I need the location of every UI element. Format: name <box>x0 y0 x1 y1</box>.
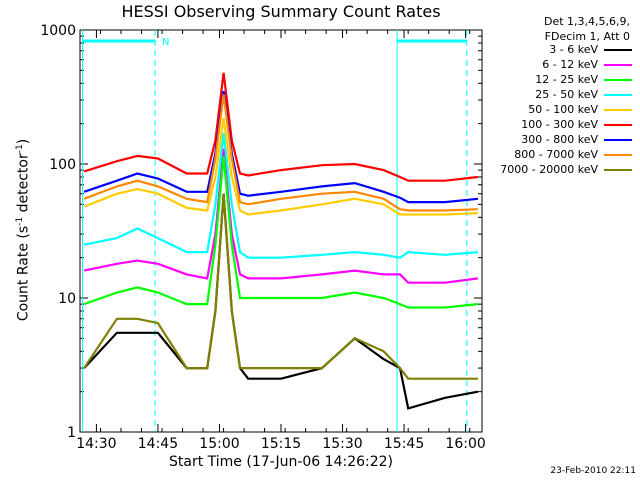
series-line <box>83 117 478 216</box>
legend-swatch <box>604 79 632 81</box>
legend-label: 6 - 12 keV <box>542 58 598 71</box>
y-axis-title: Count Rate (s-1 detector-1) <box>15 135 32 325</box>
x-axis-title: Start Time (17-Jun-06 14:26:22) <box>169 454 393 470</box>
series-line <box>83 132 478 259</box>
y-axis-title-sup2: -1 <box>15 144 25 154</box>
night-annotation: N <box>162 37 169 48</box>
series-line <box>83 72 479 182</box>
x-tick-label: 14:30 <box>76 436 116 452</box>
x-tick-label: 16:00 <box>445 436 485 452</box>
legend-swatch <box>604 109 632 111</box>
legend-item: 800 - 7000 keV <box>514 148 632 162</box>
legend-label: 3 - 6 keV <box>549 43 598 56</box>
series-line <box>83 148 479 284</box>
series-line <box>83 90 479 204</box>
legend-label: 7000 - 20000 keV <box>500 163 598 176</box>
legend-item: 7000 - 20000 keV <box>500 163 632 177</box>
timestamp-footer: 23-Feb-2010 22:11 <box>550 466 636 476</box>
legend-label: 50 - 100 keV <box>528 103 598 116</box>
legend-item: 12 - 25 keV <box>535 73 632 87</box>
y-tick-label: 100 <box>49 157 76 173</box>
legend-item: 3 - 6 keV <box>549 43 632 57</box>
series-line <box>83 193 478 380</box>
legend-swatch <box>604 169 632 171</box>
legend-header-decimation: FDecim 1, Att 0 <box>544 30 630 43</box>
legend-swatch <box>604 49 632 51</box>
legend-swatch <box>604 94 632 96</box>
x-tick-label: 15:30 <box>322 436 362 452</box>
y-axis-title-part3: ) <box>15 138 32 145</box>
series-line <box>83 94 478 212</box>
x-tick-label: 15:15 <box>261 436 301 452</box>
y-tick-label: 10 <box>58 291 76 307</box>
x-tick-label: 15:45 <box>384 436 424 452</box>
series-line <box>83 193 479 410</box>
legend-swatch <box>604 124 632 126</box>
legend-label: 800 - 7000 keV <box>514 148 598 161</box>
legend-swatch <box>604 154 632 156</box>
legend-item: 300 - 800 keV <box>521 133 632 147</box>
chart-title: HESSI Observing Summary Count Rates <box>121 2 441 21</box>
legend-label: 100 - 300 keV <box>521 118 598 131</box>
legend-swatch <box>604 139 632 141</box>
legend-item: 6 - 12 keV <box>542 58 632 72</box>
legend-item: 100 - 300 keV <box>521 118 632 132</box>
legend-label: 300 - 800 keV <box>521 133 598 146</box>
series-line <box>83 155 479 309</box>
legend-label: 25 - 50 keV <box>535 88 598 101</box>
y-axis-title-part1: Count Rate (s <box>15 225 32 322</box>
y-tick-label: 1 <box>67 425 76 441</box>
legend-swatch <box>604 64 632 66</box>
legend-item: 25 - 50 keV <box>535 88 632 102</box>
x-tick-label: 14:45 <box>138 436 178 452</box>
legend-header-detectors: Det 1,3,4,5,6,9, <box>543 15 630 28</box>
legend-label: 12 - 25 keV <box>535 73 598 86</box>
legend-item: 50 - 100 keV <box>528 103 632 117</box>
x-tick-label: 15:00 <box>199 436 239 452</box>
y-axis-title-part2: detector <box>15 153 32 217</box>
y-axis-title-sup1: -1 <box>15 216 25 226</box>
y-tick-label: 1000 <box>40 23 76 39</box>
